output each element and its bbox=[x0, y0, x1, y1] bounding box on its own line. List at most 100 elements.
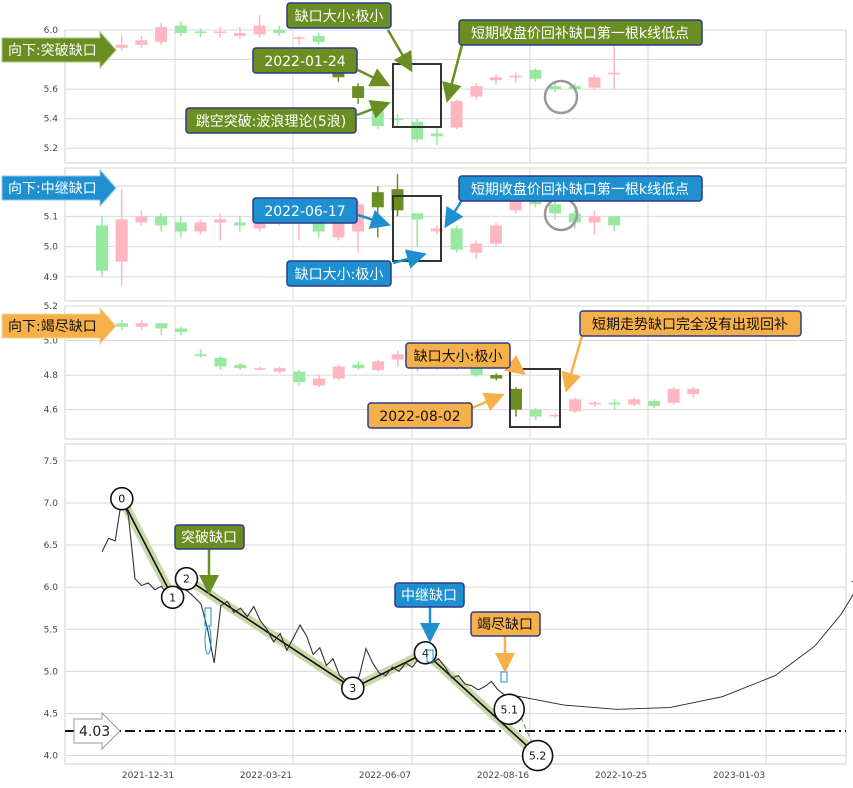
breakaway-gap-fill-marker bbox=[204, 625, 212, 655]
main-continuation-label: 中继缺口 bbox=[401, 588, 457, 604]
x-tick-label: 2023-01-03 bbox=[713, 771, 765, 781]
candle-body bbox=[332, 366, 345, 379]
candle-body bbox=[194, 354, 207, 357]
candle-body bbox=[371, 192, 384, 208]
exhaustion-tag-label: 向下:竭尽缺口 bbox=[8, 319, 97, 335]
theory-arrow bbox=[356, 99, 391, 119]
wave-markers: 0 12 3 4 5.1 5.2 bbox=[110, 486, 554, 772]
main-exhaustion-label: 竭尽缺口 bbox=[477, 617, 533, 633]
candle-body bbox=[352, 364, 365, 369]
candle-body bbox=[253, 368, 266, 370]
candle-body bbox=[588, 216, 601, 223]
continuation-gap-size-text: 缺口大小:极小 bbox=[295, 267, 384, 283]
breakaway-tag-label: 向下:突破缺口 bbox=[8, 43, 97, 59]
y-tick-label: 5.6 bbox=[44, 85, 59, 95]
breakaway-theory-text: 跳空突破:波浪理论(5浪) bbox=[196, 114, 347, 130]
candle-body bbox=[411, 213, 424, 220]
breakaway-theory-box bbox=[185, 107, 357, 134]
candle-body bbox=[608, 216, 621, 226]
y-tick-label: 4.5 bbox=[44, 709, 58, 719]
breakaway-fill-circle bbox=[543, 79, 579, 115]
breakaway-tag: 向下:突破缺口 bbox=[1, 30, 117, 70]
candle-body bbox=[233, 32, 246, 36]
y-tick-label: 4.6 bbox=[44, 406, 59, 416]
y-tick-label: 6.0 bbox=[44, 583, 59, 593]
x-tick-label: 2021-12-31 bbox=[122, 771, 174, 781]
y-tick-label: 7.5 bbox=[44, 457, 58, 467]
candle-body bbox=[273, 368, 286, 372]
continuation-date-box bbox=[252, 197, 358, 224]
breakaway-gap-size-box bbox=[286, 2, 392, 29]
exhaustion-no-fill-text: 短期走势缺口完全没有出现回补 bbox=[592, 316, 788, 333]
y-tick-label: 5.2 bbox=[44, 302, 58, 312]
candle-body bbox=[490, 375, 503, 379]
projection-curve bbox=[511, 580, 853, 710]
candle-body bbox=[608, 72, 621, 75]
candle-body bbox=[135, 323, 148, 327]
candle-body bbox=[647, 401, 660, 407]
y-tick-label: 7.0 bbox=[44, 499, 59, 509]
y-tick-label: 5.5 bbox=[44, 625, 58, 635]
candle-body bbox=[509, 75, 522, 78]
candle-body bbox=[529, 409, 542, 417]
candle-body bbox=[175, 328, 188, 332]
exhaustion-date-box bbox=[367, 402, 473, 429]
candle-body bbox=[135, 40, 148, 45]
wave-point-label: 4 bbox=[422, 647, 429, 660]
candle-body bbox=[667, 388, 680, 403]
gap-size-arrow bbox=[386, 29, 413, 73]
candle-body bbox=[155, 323, 168, 329]
y-tick-label: 4.9 bbox=[44, 273, 59, 283]
candle-body bbox=[233, 222, 246, 226]
exhaustion-date-arrow bbox=[471, 392, 505, 412]
candle-body bbox=[312, 35, 325, 42]
main-continuation-box bbox=[394, 582, 465, 608]
candle-body bbox=[155, 27, 168, 42]
candle-body bbox=[568, 213, 581, 223]
continuation-low-point-text: 短期收盘价回补缺口第一根k线低点 bbox=[471, 181, 689, 198]
continuation-low-point-box bbox=[458, 175, 703, 202]
candle-body bbox=[194, 31, 207, 33]
candle-body bbox=[569, 399, 582, 412]
panel-main-x-ticks: 2021-12-31 2022-03-21 2022-06-07 2022-08-16… bbox=[122, 771, 765, 781]
exhaustion-no-fill-arrow bbox=[561, 335, 584, 393]
candle-body bbox=[214, 31, 227, 33]
candle-body bbox=[273, 30, 286, 33]
continuation-tag-label: 向下:中继缺口 bbox=[8, 181, 97, 197]
candle-body bbox=[115, 44, 128, 48]
candle-body bbox=[549, 204, 562, 214]
wave-point-label: 3 bbox=[349, 682, 356, 695]
breakaway-low-point-box bbox=[458, 19, 703, 46]
breakaway-gap-box bbox=[392, 63, 442, 128]
candle-body bbox=[234, 364, 247, 369]
wave-point-circle bbox=[493, 693, 526, 726]
candle-body bbox=[174, 222, 187, 232]
y-tick-label: 5.2 bbox=[44, 144, 58, 154]
main-breakaway-box bbox=[174, 524, 245, 550]
wave-point-circle bbox=[521, 739, 554, 772]
continuation-gap-size-arrow bbox=[392, 249, 427, 269]
candle-body bbox=[608, 402, 621, 405]
candle-body bbox=[96, 225, 108, 271]
candle-body bbox=[450, 100, 463, 128]
candle-body bbox=[116, 323, 128, 327]
main-exhaustion-box bbox=[470, 611, 541, 637]
continuation-tag: 向下:中继缺口 bbox=[1, 168, 117, 208]
exhaustion-gap-size-arrow bbox=[504, 354, 526, 376]
continuation-low-point-arrow bbox=[444, 199, 464, 229]
panel-exhaustion-y-ticks: 4.6 4.8 5.0 5.2 bbox=[44, 302, 59, 416]
continuation-gap-size-box bbox=[286, 260, 392, 287]
panel-main-y-ticks: 4.0 4.5 5.0 5.5 6.0 6.5 7.0 7.5 bbox=[44, 457, 59, 762]
candle-body bbox=[470, 364, 483, 376]
wave-point-label: 0 bbox=[118, 493, 125, 506]
candle-body bbox=[135, 216, 148, 223]
wave-point-label: 2 bbox=[183, 573, 190, 586]
date-arrow bbox=[357, 68, 391, 87]
panel-exhaustion-grid bbox=[65, 305, 846, 439]
y-tick-label: 5.0 bbox=[44, 667, 59, 677]
y-tick-label: 6.0 bbox=[44, 26, 59, 36]
y-tick-label: 5.4 bbox=[44, 115, 59, 125]
exhaustion-gap-size-box bbox=[405, 342, 511, 369]
panel-main-grid bbox=[65, 444, 846, 764]
